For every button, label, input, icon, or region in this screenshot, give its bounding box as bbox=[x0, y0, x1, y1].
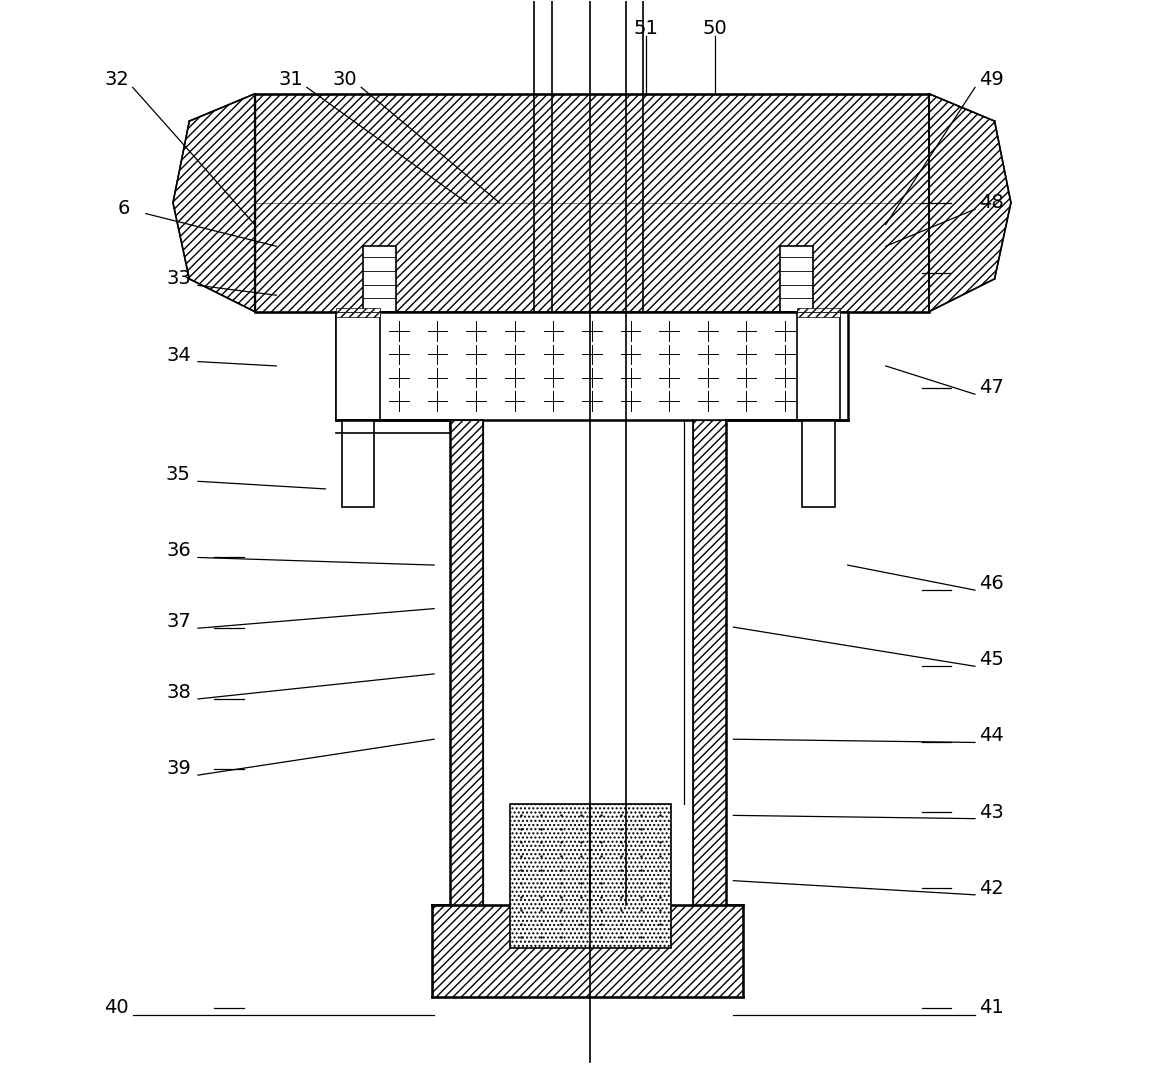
Bar bbox=[337, 312, 848, 420]
Text: 32: 32 bbox=[104, 70, 129, 89]
Bar bbox=[358, 312, 401, 328]
Bar bbox=[510, 804, 671, 948]
Polygon shape bbox=[172, 94, 255, 312]
Text: 37: 37 bbox=[167, 612, 191, 632]
Text: 30: 30 bbox=[333, 70, 358, 89]
Bar bbox=[341, 420, 374, 507]
Text: 40: 40 bbox=[104, 998, 129, 1018]
Bar bbox=[780, 247, 813, 312]
Bar bbox=[796, 312, 840, 317]
Text: 35: 35 bbox=[165, 465, 191, 484]
Text: 38: 38 bbox=[167, 683, 191, 702]
Bar bbox=[693, 420, 726, 904]
Bar bbox=[796, 309, 840, 312]
Text: 47: 47 bbox=[979, 379, 1004, 397]
Bar bbox=[802, 420, 835, 507]
Bar bbox=[450, 420, 483, 904]
Bar bbox=[774, 312, 819, 328]
Text: 44: 44 bbox=[979, 727, 1004, 745]
Text: 46: 46 bbox=[979, 574, 1004, 594]
Bar bbox=[796, 312, 840, 420]
Text: 51: 51 bbox=[633, 20, 659, 38]
Bar bbox=[337, 312, 380, 317]
Text: 49: 49 bbox=[979, 70, 1004, 89]
Text: 33: 33 bbox=[167, 269, 191, 288]
Text: 50: 50 bbox=[703, 20, 727, 38]
Text: 48: 48 bbox=[979, 193, 1004, 213]
Bar bbox=[337, 312, 380, 420]
Text: 43: 43 bbox=[979, 803, 1004, 822]
Text: 41: 41 bbox=[979, 998, 1004, 1018]
Bar bbox=[337, 309, 380, 312]
Text: 34: 34 bbox=[167, 346, 191, 364]
Text: 31: 31 bbox=[278, 70, 303, 89]
Text: 39: 39 bbox=[167, 759, 191, 778]
Text: 42: 42 bbox=[979, 878, 1004, 898]
Bar bbox=[364, 247, 396, 312]
Text: 6: 6 bbox=[117, 199, 130, 217]
Bar bbox=[255, 94, 929, 312]
Text: 36: 36 bbox=[167, 541, 191, 561]
Bar bbox=[432, 904, 744, 997]
Polygon shape bbox=[929, 94, 1011, 312]
Text: 45: 45 bbox=[979, 650, 1004, 669]
